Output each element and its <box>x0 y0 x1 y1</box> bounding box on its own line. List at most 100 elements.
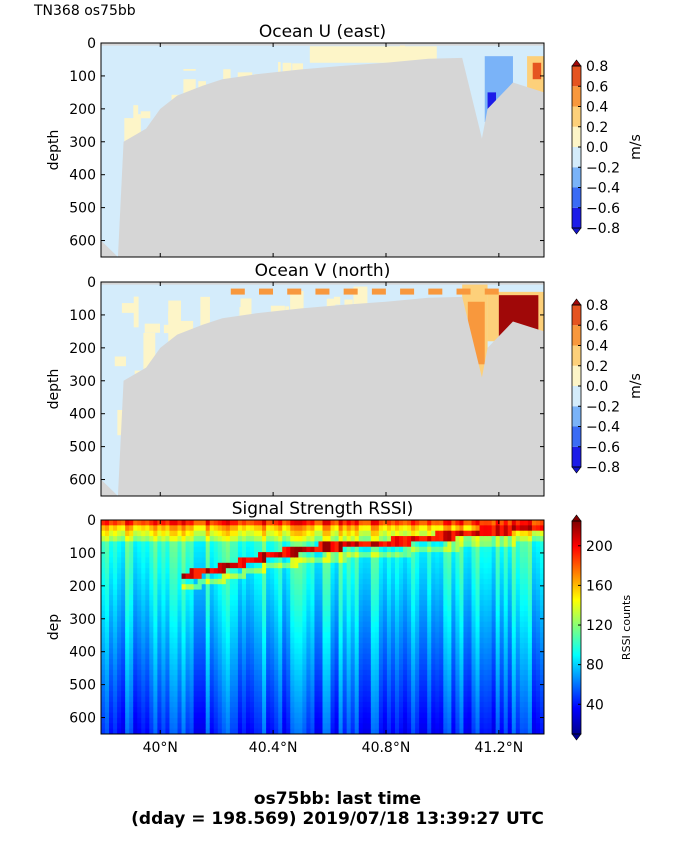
rssi-cell <box>153 605 158 612</box>
rssi-cell <box>109 520 114 526</box>
rssi-cell <box>463 680 468 687</box>
rssi-cell <box>262 584 267 590</box>
rssi-cell <box>411 675 416 681</box>
rssi-cell <box>189 546 195 553</box>
rssi-cell <box>298 536 303 542</box>
rssi-cell <box>173 605 178 612</box>
rssi-cell <box>330 707 335 713</box>
rssi-cell <box>374 584 380 590</box>
rssi-cell <box>173 685 178 692</box>
rssi-cell <box>503 573 509 580</box>
rssi-cell <box>511 520 517 526</box>
rssi-cell <box>298 557 303 564</box>
rssi-cell <box>399 562 404 569</box>
rssi-cell <box>121 594 126 601</box>
rssi-cell <box>415 621 420 628</box>
rssi-cell <box>535 648 541 655</box>
rssi-cell <box>423 685 428 692</box>
rssi-cell <box>390 728 396 734</box>
rssi-cell <box>487 659 493 665</box>
rssi-cell <box>443 728 448 734</box>
rssi-cell <box>342 525 348 532</box>
rssi-cell <box>145 653 150 660</box>
rssi-cell <box>129 562 134 569</box>
rssi-cell <box>511 632 517 639</box>
rssi-cell <box>157 541 162 548</box>
rssi-cell <box>527 578 533 585</box>
rssi-cell <box>519 541 525 548</box>
rssi-cell <box>322 707 327 713</box>
rssi-cell <box>294 712 299 719</box>
rssi-cell <box>507 643 513 649</box>
rssi-cell <box>427 621 432 628</box>
rssi-cell <box>439 594 444 601</box>
rssi-cell <box>467 610 472 617</box>
rssi-cell <box>145 712 150 719</box>
rssi-cell <box>306 520 311 526</box>
rssi-cell <box>419 675 424 681</box>
rssi-cell <box>362 541 368 548</box>
rssi-cell <box>539 578 544 585</box>
rssi-cell <box>254 568 259 574</box>
rssi-cell <box>225 728 231 734</box>
rssi-cell <box>403 610 408 617</box>
rssi-cell <box>322 536 327 542</box>
rssi-cell <box>121 643 126 649</box>
rssi-cell <box>318 573 323 580</box>
rssi-cell <box>274 610 279 617</box>
rssi-cell <box>451 557 456 564</box>
rssi-cell <box>394 659 400 665</box>
rssi-cell <box>403 552 408 558</box>
rssi-cell <box>129 691 134 697</box>
rssi-cell <box>354 675 360 681</box>
rssi-cell <box>185 520 190 526</box>
rssi-cell <box>193 562 199 569</box>
rssi-cell <box>225 541 231 548</box>
rssi-cell <box>286 632 291 639</box>
rssi-cell <box>129 685 134 692</box>
rssi-cell <box>467 621 472 628</box>
rssi-cell <box>209 717 215 724</box>
rssi-cell <box>117 701 122 708</box>
panel-title: Signal Strength RSSI) <box>232 499 414 519</box>
rssi-cell <box>479 589 484 596</box>
rssi-cell <box>193 573 199 580</box>
rssi-cell <box>362 627 368 633</box>
rssi-cell <box>519 685 525 692</box>
rssi-cell <box>318 568 323 574</box>
rssi-cell <box>326 723 331 730</box>
rssi-cell <box>447 723 452 730</box>
rssi-cell <box>374 728 380 734</box>
rssi-cell <box>258 552 263 558</box>
rssi-cell <box>527 637 533 644</box>
rssi-cell <box>181 525 186 532</box>
rssi-cell <box>415 541 420 548</box>
rssi-cell <box>290 653 295 660</box>
rssi-cell <box>221 664 227 671</box>
rssi-cell <box>149 643 154 649</box>
rssi-cell <box>531 723 537 730</box>
rssi-cell <box>109 712 114 719</box>
rssi-cell <box>491 552 497 558</box>
rssi-cell <box>262 546 267 553</box>
rssi-cell <box>415 648 420 655</box>
rssi-cell <box>479 723 484 730</box>
rssi-cell <box>399 557 404 564</box>
rssi-cell <box>330 530 335 537</box>
rssi-cell <box>370 610 376 617</box>
rssi-cell <box>318 600 323 606</box>
rssi-cell <box>370 578 376 585</box>
rssi-cell <box>531 669 537 676</box>
rssi-cell <box>310 520 315 526</box>
rssi-cell <box>475 562 480 569</box>
rssi-cell <box>177 691 182 697</box>
colorbar-swatch <box>572 147 581 168</box>
rssi-cell <box>298 659 303 665</box>
rssi-cell <box>519 664 525 671</box>
rssi-cell <box>205 696 211 703</box>
rssi-cell <box>447 669 452 676</box>
rssi-cell <box>225 530 231 537</box>
rssi-cell <box>254 637 259 644</box>
rssi-cell <box>117 584 122 590</box>
rssi-cell <box>310 525 315 532</box>
